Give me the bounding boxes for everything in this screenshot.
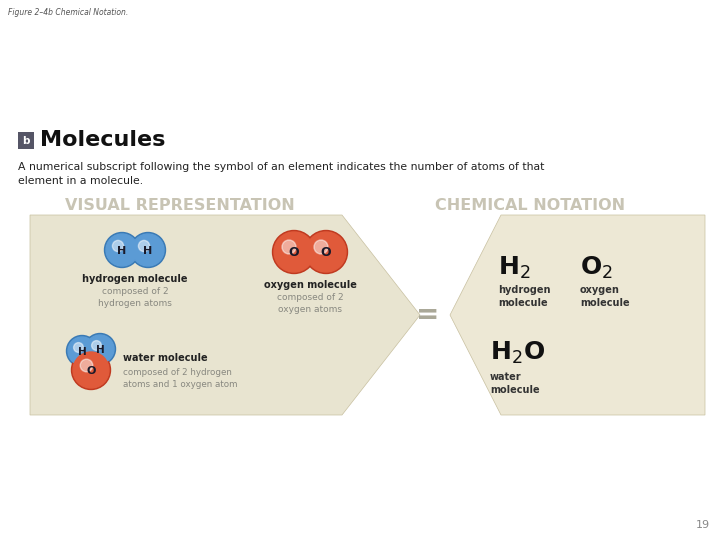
Text: O: O [86, 366, 96, 376]
Circle shape [138, 240, 150, 252]
Circle shape [112, 240, 124, 252]
Text: Figure 2–4b Chemical Notation.: Figure 2–4b Chemical Notation. [8, 8, 128, 17]
Text: oxygen molecule: oxygen molecule [264, 280, 356, 290]
Circle shape [106, 234, 138, 266]
Text: H: H [78, 347, 86, 357]
Circle shape [84, 334, 115, 364]
Text: hydrogen molecule: hydrogen molecule [82, 274, 188, 284]
Circle shape [71, 350, 110, 389]
Circle shape [306, 232, 346, 272]
Text: b: b [22, 136, 30, 145]
Circle shape [282, 240, 296, 254]
Circle shape [68, 337, 96, 365]
Circle shape [86, 335, 114, 363]
FancyBboxPatch shape [18, 132, 34, 149]
Text: water molecule: water molecule [123, 353, 207, 363]
Text: =: = [416, 301, 440, 329]
Circle shape [305, 231, 348, 273]
Circle shape [132, 234, 164, 266]
Polygon shape [450, 215, 705, 415]
Circle shape [274, 232, 314, 272]
Text: water
molecule: water molecule [490, 372, 539, 395]
Text: VISUAL REPRESENTATION: VISUAL REPRESENTATION [65, 198, 295, 213]
Circle shape [272, 231, 315, 273]
Text: $\mathbf{H}_2$: $\mathbf{H}_2$ [498, 255, 531, 281]
Text: Molecules: Molecules [40, 131, 166, 151]
Circle shape [80, 359, 93, 372]
Circle shape [66, 335, 97, 367]
Circle shape [104, 233, 140, 267]
Circle shape [314, 240, 328, 254]
Text: composed of 2
hydrogen atoms: composed of 2 hydrogen atoms [98, 287, 172, 308]
Text: O: O [289, 246, 300, 260]
Text: $\mathbf{H}_2\mathbf{O}$: $\mathbf{H}_2\mathbf{O}$ [490, 340, 545, 366]
Text: composed of 2
oxygen atoms: composed of 2 oxygen atoms [276, 293, 343, 314]
Circle shape [73, 342, 84, 353]
Text: $\mathbf{O}_2$: $\mathbf{O}_2$ [580, 255, 613, 281]
Text: O: O [320, 246, 331, 260]
Text: 19: 19 [696, 520, 710, 530]
Text: H: H [117, 246, 127, 256]
Circle shape [91, 341, 102, 350]
Circle shape [73, 352, 109, 388]
Text: hydrogen
molecule: hydrogen molecule [498, 285, 551, 308]
Text: A numerical subscript following the symbol of an element indicates the number of: A numerical subscript following the symb… [18, 162, 544, 186]
Polygon shape [30, 215, 420, 415]
Text: composed of 2 hydrogen
atoms and 1 oxygen atom: composed of 2 hydrogen atoms and 1 oxyge… [123, 368, 238, 389]
Text: H: H [143, 246, 153, 256]
Text: oxygen
molecule: oxygen molecule [580, 285, 629, 308]
Text: H: H [96, 345, 104, 355]
Text: CHEMICAL NOTATION: CHEMICAL NOTATION [435, 198, 625, 213]
Circle shape [130, 233, 166, 267]
